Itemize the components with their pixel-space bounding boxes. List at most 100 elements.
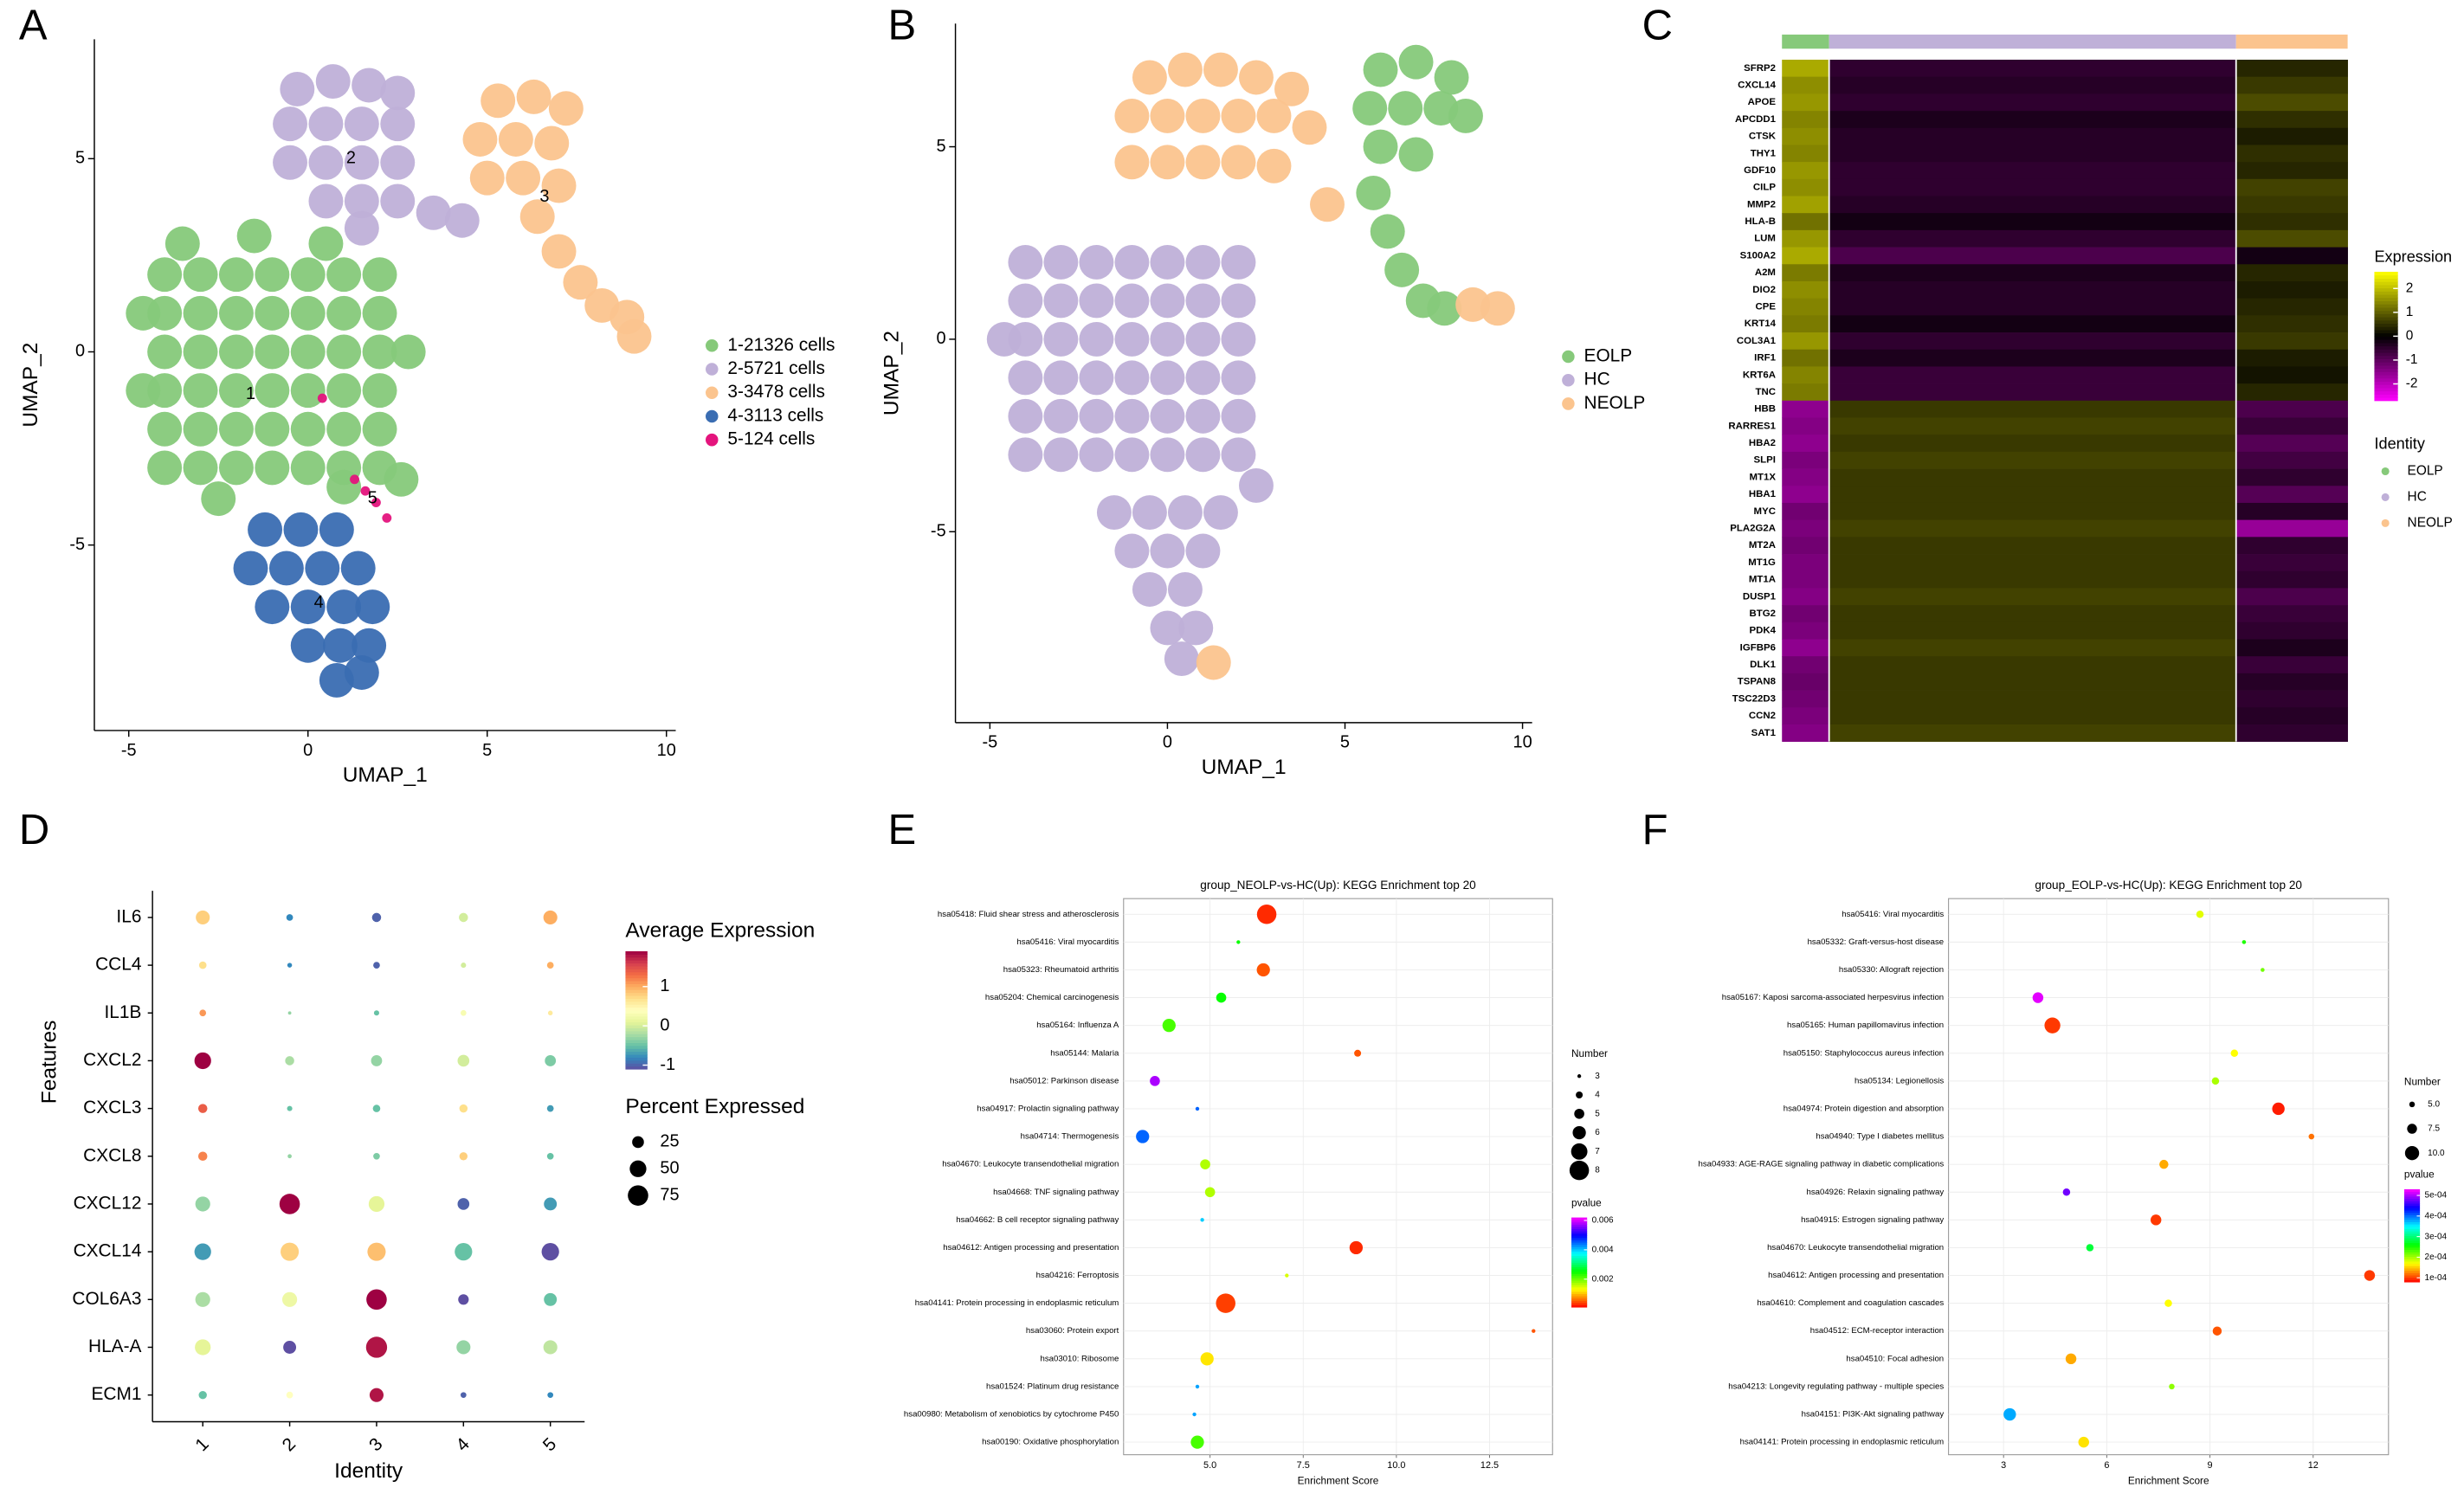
- point: [290, 257, 326, 293]
- point: [352, 628, 387, 663]
- point: [218, 411, 254, 447]
- dot: [544, 1292, 558, 1306]
- heat-cell: [1782, 621, 1830, 640]
- colorbar-slice: [1571, 1235, 1588, 1239]
- legend-marker: [705, 386, 719, 399]
- colorbar-slice: [2374, 326, 2398, 331]
- colorbar-slice: [2374, 329, 2398, 334]
- point: [255, 257, 290, 293]
- colorbar-tick-label: 0: [2406, 328, 2414, 343]
- term-label: hsa05416: Viral myocarditis: [1016, 937, 1119, 947]
- size-legend-dot: [1577, 1074, 1582, 1079]
- dot: [459, 1104, 468, 1113]
- heat-cell: [1782, 673, 1830, 691]
- colorbar-slice: [2374, 304, 2398, 308]
- colorbar-slice: [625, 1036, 648, 1040]
- x-tick-label: 9: [2208, 1460, 2213, 1471]
- gene-label: CILP: [1753, 183, 1776, 193]
- heat-cell: [1782, 537, 1830, 555]
- gene-label: A2M: [1755, 267, 1776, 278]
- colorbar-slice: [2403, 1226, 2421, 1229]
- colorbar-slice: [1571, 1228, 1588, 1232]
- point: [183, 334, 218, 370]
- heat-cell: [1782, 656, 1830, 674]
- colorbar-slice: [1571, 1302, 1588, 1305]
- colorbar-slice: [2403, 1194, 2421, 1197]
- gene-label: CPE: [1755, 302, 1776, 312]
- colorbar-slice: [625, 1054, 648, 1058]
- heat-cell: [1782, 707, 1830, 725]
- colorbar-slice: [2403, 1212, 2421, 1215]
- dot: [1190, 1435, 1204, 1449]
- colorbar-slice: [2403, 1279, 2421, 1283]
- point: [315, 64, 351, 99]
- term-label: hsa04141: Protein processing in endoplas…: [915, 1298, 1119, 1308]
- heat-cell: [1782, 639, 1830, 657]
- dot: [366, 1289, 387, 1310]
- point: [541, 168, 577, 203]
- cluster-label: 5: [368, 488, 377, 507]
- heat-cell: [2235, 605, 2348, 623]
- dot: [197, 1104, 208, 1113]
- point: [255, 450, 290, 486]
- colorbar-slice: [2374, 281, 2398, 286]
- colorbar-slice: [2374, 294, 2398, 299]
- dot: [1532, 1329, 1536, 1333]
- colorbar-slice: [625, 1040, 648, 1043]
- point: [1185, 244, 1221, 280]
- colorbar-slice: [625, 1051, 648, 1055]
- dot: [283, 1341, 297, 1354]
- colorbar-slice: [1571, 1217, 1588, 1220]
- term-label: hsa00190: Oxidative phosphorylation: [982, 1438, 1119, 1447]
- point: [519, 199, 555, 235]
- colorbar-slice: [625, 1027, 648, 1032]
- heat-cell: [1782, 93, 1830, 112]
- heat-cell: [1829, 213, 2237, 231]
- point: [1221, 437, 1256, 473]
- colorbar-tick-label: 0.004: [1592, 1246, 1614, 1255]
- x-tick-label: 10: [657, 741, 676, 760]
- dot: [547, 1392, 554, 1398]
- heat-cell: [2235, 127, 2348, 145]
- term-label: hsa04940: Type I diabetes mellitus: [1816, 1132, 1944, 1142]
- heat-cell: [1782, 468, 1830, 486]
- point: [355, 589, 390, 625]
- point: [541, 234, 577, 269]
- point: [1043, 437, 1079, 473]
- feature-label: CCL4: [95, 955, 141, 975]
- panel-label: A: [19, 3, 48, 49]
- feature-label: IL1B: [105, 1002, 142, 1022]
- term-label: hsa04510: Focal adhesion: [1846, 1354, 1944, 1363]
- point: [1114, 244, 1150, 280]
- x-tick-label: 5.0: [1203, 1460, 1216, 1471]
- point: [317, 393, 327, 403]
- legend-marker: [1562, 350, 1575, 364]
- heat-cell: [2235, 315, 2348, 333]
- term-label: hsa04216: Ferroptosis: [1036, 1271, 1119, 1280]
- colorbar-slice: [2403, 1267, 2421, 1272]
- x-tick-label: 7.5: [1297, 1460, 1310, 1471]
- colorbar-slice: [625, 983, 648, 988]
- heat-cell: [1829, 383, 2237, 402]
- dot: [195, 1291, 210, 1307]
- heat-cell: [2235, 213, 2348, 231]
- term-label: hsa04612: Antigen processing and present…: [1768, 1271, 1944, 1280]
- dot: [1256, 963, 1270, 977]
- dot: [545, 1055, 557, 1066]
- point: [384, 461, 419, 497]
- heat-cell: [2235, 93, 2348, 112]
- heat-cell: [2235, 519, 2348, 538]
- point: [1079, 360, 1114, 396]
- point: [1167, 52, 1203, 87]
- dot: [2044, 1017, 2061, 1034]
- x-tick-label: 1: [191, 1434, 212, 1455]
- colorbar-slice: [1571, 1278, 1588, 1281]
- panel-label: B: [888, 3, 917, 49]
- dot: [2230, 1049, 2239, 1058]
- term-label: hsa04714: Thermogenesis: [1021, 1132, 1119, 1142]
- dot: [1195, 1384, 1200, 1389]
- point: [362, 257, 397, 293]
- point: [1221, 321, 1256, 357]
- point: [326, 257, 362, 293]
- colorbar-slice: [625, 971, 648, 976]
